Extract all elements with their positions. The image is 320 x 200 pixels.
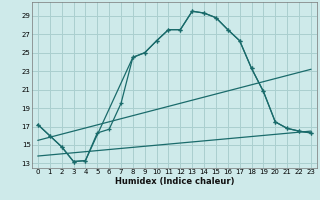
X-axis label: Humidex (Indice chaleur): Humidex (Indice chaleur) [115, 177, 234, 186]
